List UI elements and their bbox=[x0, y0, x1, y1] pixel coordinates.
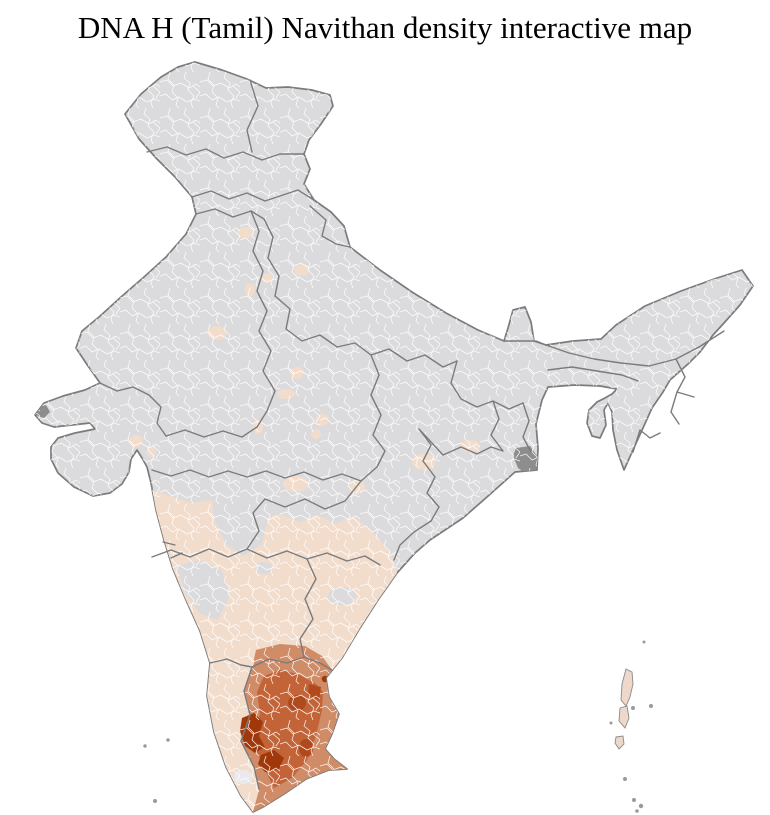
state-borders bbox=[99, 79, 725, 790]
andaman-nicobar-islands[interactable] bbox=[609, 640, 654, 813]
district-boundaries-texture bbox=[35, 62, 753, 812]
map-title: DNA H (Tamil) Navithan density interacti… bbox=[77, 10, 693, 45]
lakshadweep-islands[interactable] bbox=[143, 738, 170, 803]
density-zones[interactable] bbox=[20, 55, 760, 815]
